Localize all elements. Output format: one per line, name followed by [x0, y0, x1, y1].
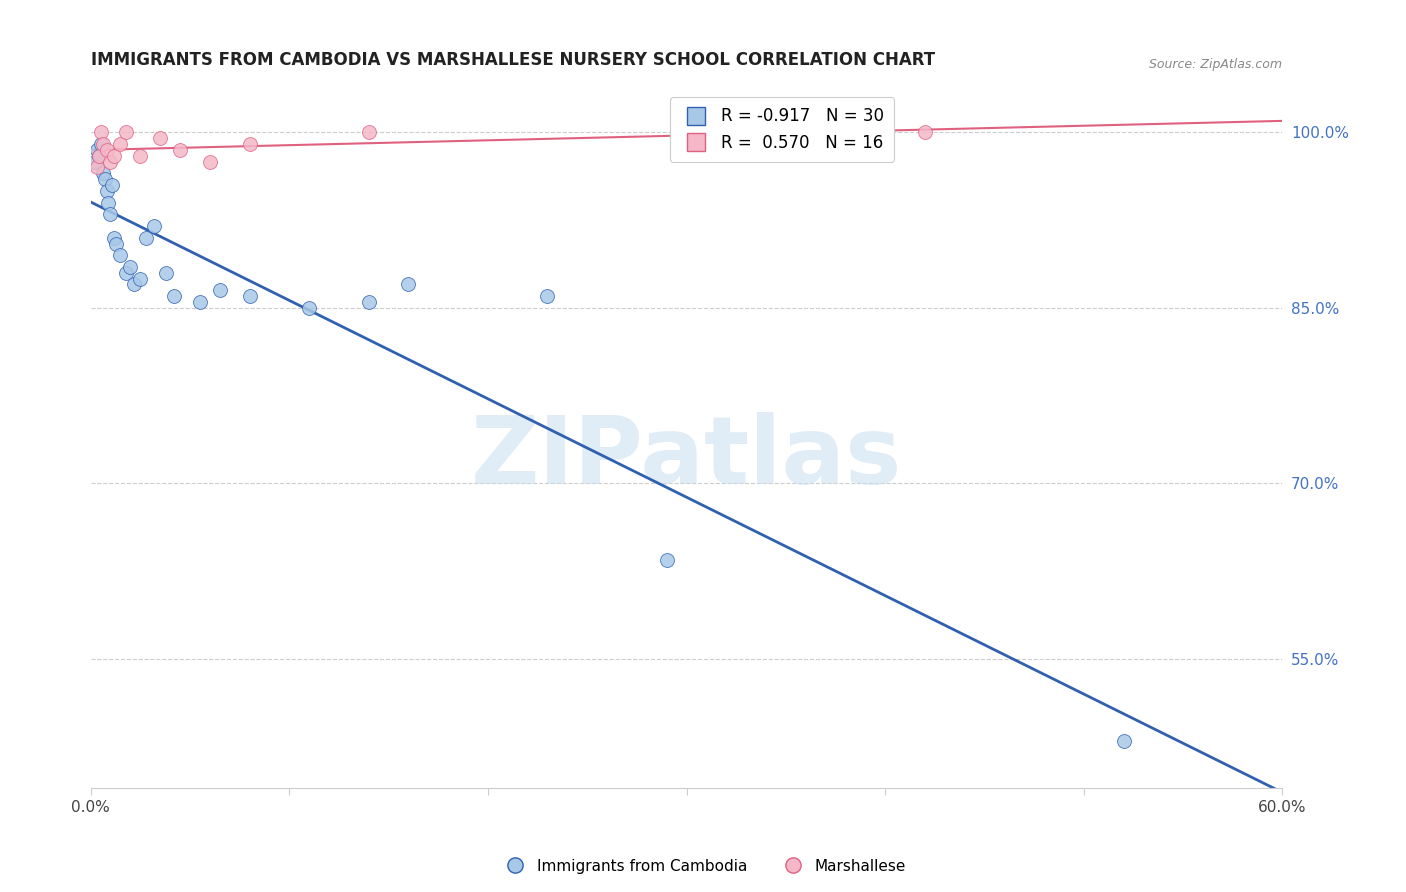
- Text: IMMIGRANTS FROM CAMBODIA VS MARSHALLESE NURSERY SCHOOL CORRELATION CHART: IMMIGRANTS FROM CAMBODIA VS MARSHALLESE …: [90, 51, 935, 69]
- Point: [188, 295, 211, 310]
- Point: [155, 266, 177, 280]
- Point: [238, 136, 260, 151]
- Point: [129, 271, 152, 285]
- Point: [86, 161, 108, 175]
- Point: [914, 125, 936, 139]
- Point: [103, 149, 125, 163]
- Point: [110, 248, 132, 262]
- Point: [105, 236, 128, 251]
- Point: [97, 195, 120, 210]
- Point: [124, 277, 146, 292]
- Point: [163, 289, 186, 303]
- Point: [100, 207, 122, 221]
- Point: [90, 125, 112, 139]
- Point: [1112, 734, 1135, 748]
- Point: [143, 219, 166, 233]
- Point: [135, 230, 157, 244]
- Point: [357, 295, 380, 310]
- Point: [120, 260, 142, 274]
- Point: [101, 178, 124, 192]
- Point: [83, 154, 105, 169]
- Point: [86, 143, 108, 157]
- Point: [536, 289, 558, 303]
- Point: [87, 149, 110, 163]
- Point: [90, 136, 112, 151]
- Text: Source: ZipAtlas.com: Source: ZipAtlas.com: [1150, 59, 1282, 71]
- Point: [169, 143, 191, 157]
- Point: [398, 277, 420, 292]
- Legend: Immigrants from Cambodia, Marshallese: Immigrants from Cambodia, Marshallese: [494, 853, 912, 880]
- Point: [103, 230, 125, 244]
- Point: [198, 154, 221, 169]
- Point: [208, 283, 231, 297]
- Point: [91, 166, 114, 180]
- Point: [238, 289, 260, 303]
- Point: [655, 552, 678, 566]
- Point: [110, 136, 132, 151]
- Point: [115, 125, 138, 139]
- Point: [96, 184, 118, 198]
- Text: ZIPatlas: ZIPatlas: [471, 412, 903, 504]
- Point: [100, 154, 122, 169]
- Point: [115, 266, 138, 280]
- Point: [91, 136, 114, 151]
- Point: [93, 172, 115, 186]
- Point: [96, 143, 118, 157]
- Legend: R = -0.917   N = 30, R =  0.570   N = 16: R = -0.917 N = 30, R = 0.570 N = 16: [669, 97, 894, 161]
- Point: [149, 131, 172, 145]
- Point: [87, 149, 110, 163]
- Point: [298, 301, 321, 315]
- Point: [129, 149, 152, 163]
- Point: [357, 125, 380, 139]
